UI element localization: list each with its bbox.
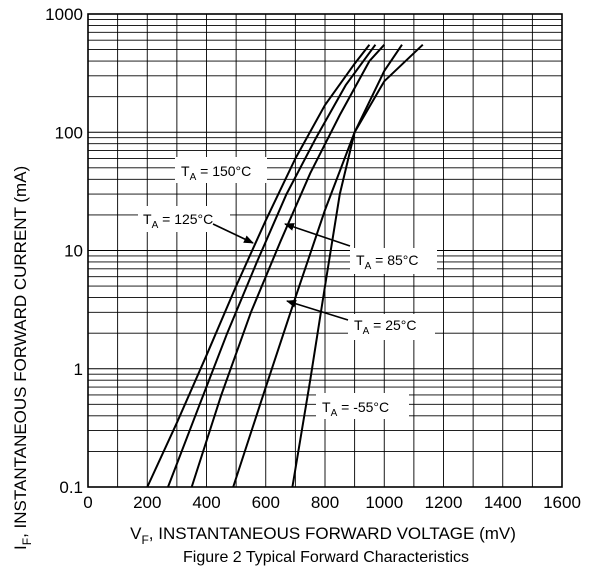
curve-labels: TA = 150°C TA = 125°C TA = 85°C TA = 25°C TA… — [138, 157, 437, 419]
series-label-background — [175, 157, 267, 183]
x-tick-label: 600 — [252, 493, 280, 512]
x-axis-label: VF, INSTANTANEOUS FORWARD VOLTAGE (mV) — [130, 524, 516, 547]
tick-labels: 0 200 400 600 800 1000 1200 1400 1600 0.1 1 10 100 10… — [45, 5, 581, 512]
y-tick-label: 1000 — [45, 5, 83, 24]
chart-caption: Figure 2 Typical Forward Characteristics — [183, 549, 469, 566]
curves — [146, 43, 424, 488]
plot-frame — [87, 13, 563, 488]
series-label-4: TA = 25°C — [354, 317, 416, 337]
x-tick-label: 1000 — [365, 493, 403, 512]
series-line-2 — [167, 44, 377, 488]
series-label-3: TA = 85°C — [356, 252, 418, 272]
y-axis-label-main: I — [11, 545, 30, 550]
series-label-arrow — [212, 223, 254, 244]
series-label-background — [138, 206, 230, 232]
x-tick-label: 1200 — [425, 493, 463, 512]
x-tick-label: 400 — [192, 493, 220, 512]
x-tick-label: 800 — [311, 493, 339, 512]
x-tick-label: 200 — [133, 493, 161, 512]
x-axis-label-sub: F — [141, 533, 148, 547]
series-line-3 — [190, 44, 386, 488]
x-tick-label: 0 — [83, 493, 92, 512]
series-line-1 — [146, 44, 371, 488]
y-tick-label: 0.1 — [59, 478, 83, 497]
series-label-background — [348, 314, 435, 340]
series-label-5: TA = -55°C — [322, 399, 389, 419]
x-tick-label: 1600 — [543, 493, 581, 512]
y-tick-label: 1 — [74, 360, 83, 379]
y-axis-label-sub: F — [20, 538, 34, 545]
grid — [87, 14, 563, 488]
series-line-4 — [232, 44, 403, 488]
series-label-1: TA = 150°C — [181, 163, 251, 183]
x-axis-label-rest: , INSTANTANEOUS FORWARD VOLTAGE (mV) — [149, 524, 516, 543]
series-label-background — [350, 248, 437, 274]
series-label-background — [316, 393, 409, 419]
series-label-arrow — [286, 299, 349, 321]
series-label-2: TA = 125°C — [143, 211, 213, 231]
series-label-arrow — [284, 223, 351, 247]
x-axis-label-main: V — [130, 524, 142, 543]
y-axis-label-rest: , INSTANTANEOUS FORWARD CURRENT (mA) — [11, 166, 30, 538]
y-axis-label: IF, INSTANTANEOUS FORWARD CURRENT (mA) — [11, 166, 34, 550]
series-line-5 — [291, 43, 424, 488]
y-tick-label: 10 — [64, 242, 83, 261]
y-tick-label: 100 — [55, 123, 83, 142]
x-tick-label: 1400 — [484, 493, 522, 512]
